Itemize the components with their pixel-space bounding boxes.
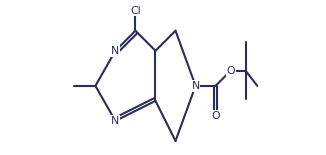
- Text: O: O: [226, 66, 235, 76]
- Text: N: N: [191, 81, 200, 91]
- Text: Cl: Cl: [130, 6, 141, 16]
- Text: N: N: [111, 46, 120, 56]
- Text: O: O: [211, 111, 220, 121]
- Text: N: N: [111, 116, 120, 126]
